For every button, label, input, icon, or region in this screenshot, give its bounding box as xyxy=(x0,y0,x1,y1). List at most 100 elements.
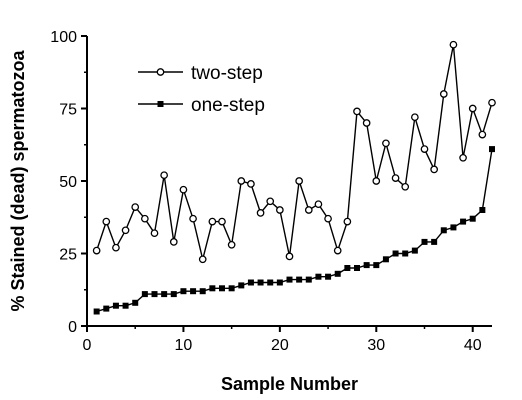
data-point-one-step xyxy=(402,250,409,257)
data-point-one-step xyxy=(421,238,428,245)
data-point-two-step xyxy=(372,177,381,185)
data-point-one-step xyxy=(325,273,332,280)
data-point-two-step xyxy=(102,217,111,226)
data-point-two-step xyxy=(430,165,438,174)
data-point-one-step xyxy=(132,299,139,306)
data-point-two-step xyxy=(304,206,313,214)
data-point-one-step xyxy=(411,247,418,254)
data-point-two-step xyxy=(266,197,275,206)
data-point-two-step xyxy=(189,214,197,223)
data-point-two-step xyxy=(131,203,140,211)
data-point-two-step xyxy=(121,226,130,235)
data-point-one-step xyxy=(141,291,148,298)
data-point-one-step xyxy=(354,265,360,271)
data-point-two-step xyxy=(391,174,400,182)
series-one-step xyxy=(93,146,495,315)
data-point-two-step xyxy=(237,177,246,185)
data-point-one-step xyxy=(238,282,245,289)
data-point-two-step xyxy=(324,214,332,223)
data-point-one-step xyxy=(296,276,303,283)
data-point-two-step xyxy=(208,217,217,226)
data-point-two-step xyxy=(362,119,371,127)
data-point-two-step xyxy=(488,98,496,107)
x-tick-label: 10 xyxy=(175,337,193,354)
y-tick-label: 25 xyxy=(59,247,77,264)
x-tick-label: 20 xyxy=(271,337,289,354)
y-tick-label: 0 xyxy=(68,319,77,336)
data-point-two-step xyxy=(420,145,429,153)
data-point-one-step xyxy=(315,273,322,280)
y-tick-label: 100 xyxy=(50,29,77,46)
legend-label: two-step xyxy=(191,63,263,84)
data-point-one-step xyxy=(392,250,399,257)
legend-item-two-step: two-step xyxy=(138,63,263,84)
y-axis-title: % Stained (dead) spermatozoa xyxy=(8,49,28,311)
data-point-one-step xyxy=(219,285,225,292)
legend-label: one-step xyxy=(191,95,265,116)
data-point-two-step xyxy=(169,238,178,246)
data-point-one-step xyxy=(489,146,495,153)
data-point-one-step xyxy=(103,305,110,312)
data-point-two-step xyxy=(411,113,419,122)
data-point-two-step xyxy=(198,255,207,264)
data-point-two-step xyxy=(112,243,120,252)
data-point-one-step xyxy=(112,302,119,309)
data-point-one-step xyxy=(276,279,283,286)
x-tick-label: 40 xyxy=(464,337,482,354)
data-point-one-step xyxy=(305,276,312,283)
legend-marker xyxy=(157,101,164,107)
data-point-two-step xyxy=(160,171,168,180)
data-point-one-step xyxy=(479,207,486,213)
data-point-two-step xyxy=(333,246,342,255)
legend-item-one-step: one-step xyxy=(138,95,265,116)
data-point-one-step xyxy=(267,279,274,286)
data-point-two-step xyxy=(150,229,159,238)
data-point-one-step xyxy=(209,285,216,292)
data-point-two-step xyxy=(449,40,458,49)
data-point-two-step xyxy=(459,153,467,162)
data-point-one-step xyxy=(122,302,129,309)
data-point-two-step xyxy=(141,214,149,223)
data-point-two-step xyxy=(179,185,188,194)
data-point-two-step xyxy=(247,180,255,188)
data-point-one-step xyxy=(257,279,264,286)
data-point-one-step xyxy=(382,256,389,263)
x-tick-label: 0 xyxy=(83,337,92,354)
data-point-one-step xyxy=(450,224,457,231)
legend: two-step one-step xyxy=(138,63,265,116)
data-point-one-step xyxy=(469,215,476,222)
data-point-one-step xyxy=(440,227,447,234)
data-point-two-step xyxy=(276,206,284,214)
data-point-one-step xyxy=(170,291,177,298)
data-point-one-step xyxy=(363,262,370,269)
data-point-two-step xyxy=(314,200,323,209)
data-point-two-step xyxy=(478,130,487,139)
ticks: 0 25 50 75 100 0 10 20 30 40 xyxy=(50,29,481,354)
data-point-one-step xyxy=(344,265,351,271)
data-point-one-step xyxy=(228,285,235,292)
data-point-two-step xyxy=(343,217,352,226)
data-point-one-step xyxy=(460,218,467,225)
data-point-one-step xyxy=(334,270,341,277)
data-point-two-step xyxy=(382,139,390,148)
data-point-one-step xyxy=(93,308,100,315)
data-point-one-step xyxy=(431,238,438,245)
data-point-one-step xyxy=(286,276,293,283)
data-point-two-step xyxy=(218,217,226,226)
data-point-two-step xyxy=(285,252,294,261)
series-two-step xyxy=(92,40,496,264)
y-tick-label: 75 xyxy=(59,102,77,119)
data-point-two-step xyxy=(401,182,410,191)
data-point-one-step xyxy=(180,288,187,295)
data-point-one-step xyxy=(199,288,206,295)
data-point-two-step xyxy=(256,209,265,217)
data-point-one-step xyxy=(161,291,168,298)
x-axis-title: Sample Number xyxy=(221,374,358,394)
data-point-one-step xyxy=(151,291,158,298)
data-point-two-step xyxy=(468,104,477,113)
series-layer xyxy=(92,40,496,315)
y-tick-label: 50 xyxy=(59,174,77,191)
data-point-one-step xyxy=(190,288,197,295)
data-point-two-step xyxy=(439,90,448,98)
